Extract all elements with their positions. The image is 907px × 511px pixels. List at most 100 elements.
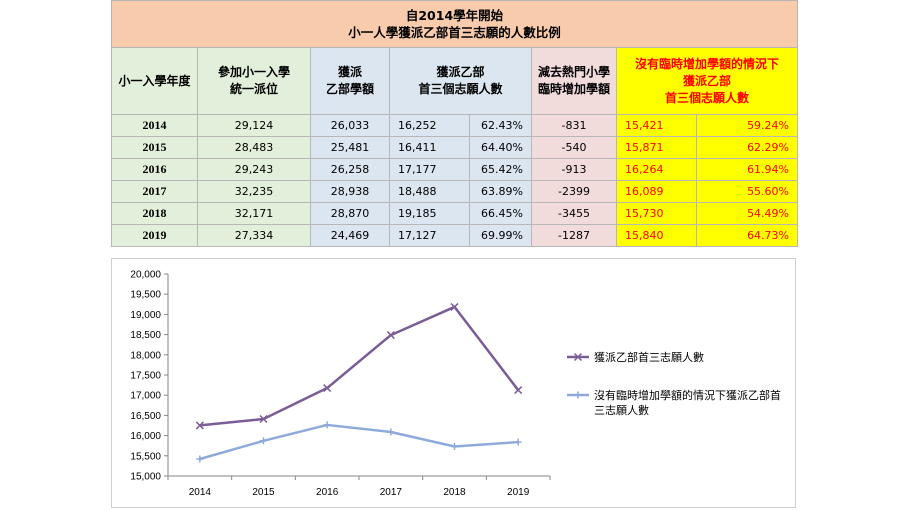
series-line-2 (199, 423, 519, 461)
data-point-marker (514, 386, 523, 395)
data-point-marker (450, 302, 459, 311)
cell-deduct: -540 (531, 136, 617, 159)
cell-noextra-pct: 55.60% (695, 180, 799, 203)
cell-top3: 19,185 (389, 202, 470, 225)
cell-quota: 26,258 (310, 158, 390, 181)
cell-quota: 28,938 (310, 180, 390, 203)
cell-top3-pct: 66.45% (469, 202, 532, 225)
y-tick-label: 18,500 (130, 330, 161, 341)
cell-top3-pct: 65.42% (469, 158, 532, 181)
data-point-marker (451, 443, 458, 451)
cell-noextra: 15,840 (616, 224, 697, 247)
x-tick-label: 2019 (507, 487, 530, 498)
cell-quota: 24,469 (310, 224, 390, 247)
table-row: 2017 32,235 28,938 18,488 63.89% -2399 16,089 5… (111, 180, 799, 203)
legend-label-2b: 三志願人數 (594, 404, 649, 417)
cell-noextra: 15,730 (616, 202, 697, 225)
legend-marker-2 (574, 391, 582, 399)
cell-top3: 17,127 (389, 224, 470, 247)
legend-marker-1 (573, 352, 583, 362)
cell-year: 2017 (111, 180, 198, 203)
cell-noextra-pct: 59.24% (695, 114, 799, 137)
cell-noextra-pct: 61.94% (695, 158, 799, 181)
header-year: 小一入學年度 (111, 47, 198, 115)
x-tick-label: 2016 (316, 487, 339, 498)
cell-participants: 32,235 (197, 180, 311, 203)
data-table: 自2014學年開始 小一人學獲派乙部首三志願的人數比例 小一入學年度 參加小一入… (110, 0, 799, 247)
cell-participants: 29,243 (197, 158, 311, 181)
data-point-marker (387, 428, 395, 436)
cell-year: 2015 (111, 136, 198, 159)
y-tick-label: 15,000 (130, 472, 161, 483)
cell-top3: 17,177 (389, 158, 470, 181)
table-row: 2019 27,334 24,469 17,127 69.99% -1287 15,840 6… (111, 224, 799, 247)
cell-noextra-pct: 64.73% (695, 224, 799, 247)
cell-participants: 32,171 (197, 202, 311, 225)
cell-noextra: 15,421 (616, 114, 697, 137)
data-point-marker (195, 421, 204, 430)
y-tick-label: 20,000 (130, 270, 161, 281)
table-row: 2015 28,483 25,481 16,411 64.40% -540 15,871 62… (111, 136, 799, 159)
cell-quota: 28,870 (310, 202, 390, 225)
y-tick-label: 16,000 (130, 431, 161, 442)
cell-deduct: -2399 (531, 180, 617, 203)
cell-participants: 27,334 (197, 224, 311, 247)
x-tick-label: 2014 (189, 487, 212, 498)
cell-participants: 28,483 (197, 136, 311, 159)
y-tick-label: 19,500 (130, 290, 161, 301)
y-tick-label: 16,500 (130, 411, 161, 422)
table-row: 2014 29,124 26,033 16,252 62.43% -831 15,421 59… (111, 114, 799, 137)
table-title: 自2014學年開始 小一人學獲派乙部首三志願的人數比例 (110, 0, 799, 48)
cell-noextra: 15,871 (616, 136, 697, 159)
header-deduct: 減去熱門小學 臨時增加學額 (531, 47, 617, 115)
y-tick-label: 18,000 (130, 350, 161, 361)
cell-deduct: -913 (531, 158, 617, 181)
data-point-marker (260, 437, 267, 445)
cell-top3: 16,252 (389, 114, 470, 137)
cell-top3: 16,411 (389, 136, 470, 159)
y-tick-label: 15,500 (130, 451, 161, 462)
cell-year: 2014 (111, 114, 198, 137)
table-row: 2016 29,243 26,258 17,177 65.42% -913 16,264 61… (111, 158, 799, 181)
table-title-line1: 自2014學年開始 (405, 8, 504, 23)
header-noextra: 沒有臨時增加學額的情況下 獲派乙部 首三個志願人數 (615, 47, 799, 115)
line-chart: 15,000 15,500 16,000 16,500 17,000 17,500 18,0… (111, 258, 796, 508)
cell-top3: 18,488 (389, 180, 470, 203)
cell-noextra: 16,264 (616, 158, 697, 181)
cell-participants: 29,124 (197, 114, 311, 137)
cell-top3-pct: 64.40% (469, 136, 532, 159)
cell-top3-pct: 63.89% (469, 180, 532, 203)
cell-quota: 26,033 (310, 114, 390, 137)
x-tick-label: 2017 (380, 487, 403, 498)
cell-deduct: -3455 (531, 202, 617, 225)
series-line-1 (199, 305, 520, 427)
legend-label-1: 獲派乙部首三志願人數 (594, 350, 704, 364)
cell-year: 2018 (111, 202, 198, 225)
header-quota: 獲派 乙部學額 (310, 47, 390, 115)
header-top3: 獲派乙部 首三個志願人數 (389, 47, 532, 115)
cell-quota: 25,481 (310, 136, 390, 159)
data-point-marker (259, 414, 268, 424)
y-tick-label: 19,000 (130, 310, 161, 321)
y-tick-label: 17,000 (130, 391, 161, 402)
cell-top3-pct: 62.43% (469, 114, 532, 137)
data-point-marker (514, 438, 522, 446)
cell-deduct: -831 (531, 114, 617, 137)
cell-year: 2019 (111, 224, 198, 247)
y-tick-label: 17,500 (130, 371, 161, 382)
table-title-line2: 小一人學獲派乙部首三志願的人數比例 (348, 25, 561, 40)
data-point-marker (323, 421, 331, 429)
header-participants: 參加小一入學 統一派位 (197, 47, 311, 115)
cell-year: 2016 (111, 158, 198, 181)
cell-deduct: -1287 (531, 224, 617, 247)
cell-noextra-pct: 54.49% (695, 202, 799, 225)
table-row: 2018 32,171 28,870 19,185 66.45% -3455 15,730 5… (111, 202, 799, 225)
cell-top3-pct: 69.99% (469, 224, 532, 247)
cell-noextra: 16,089 (616, 180, 697, 203)
chart-svg: 15,000 15,500 16,000 16,500 17,000 17,500 18,0… (130, 270, 781, 499)
data-point-marker (386, 331, 395, 340)
cell-noextra-pct: 62.29% (695, 136, 799, 159)
data-point-marker (196, 455, 204, 463)
x-tick-label: 2015 (252, 487, 275, 498)
legend-label-2a: 沒有臨時增加學額的情況下獲派乙部首 (594, 388, 781, 402)
